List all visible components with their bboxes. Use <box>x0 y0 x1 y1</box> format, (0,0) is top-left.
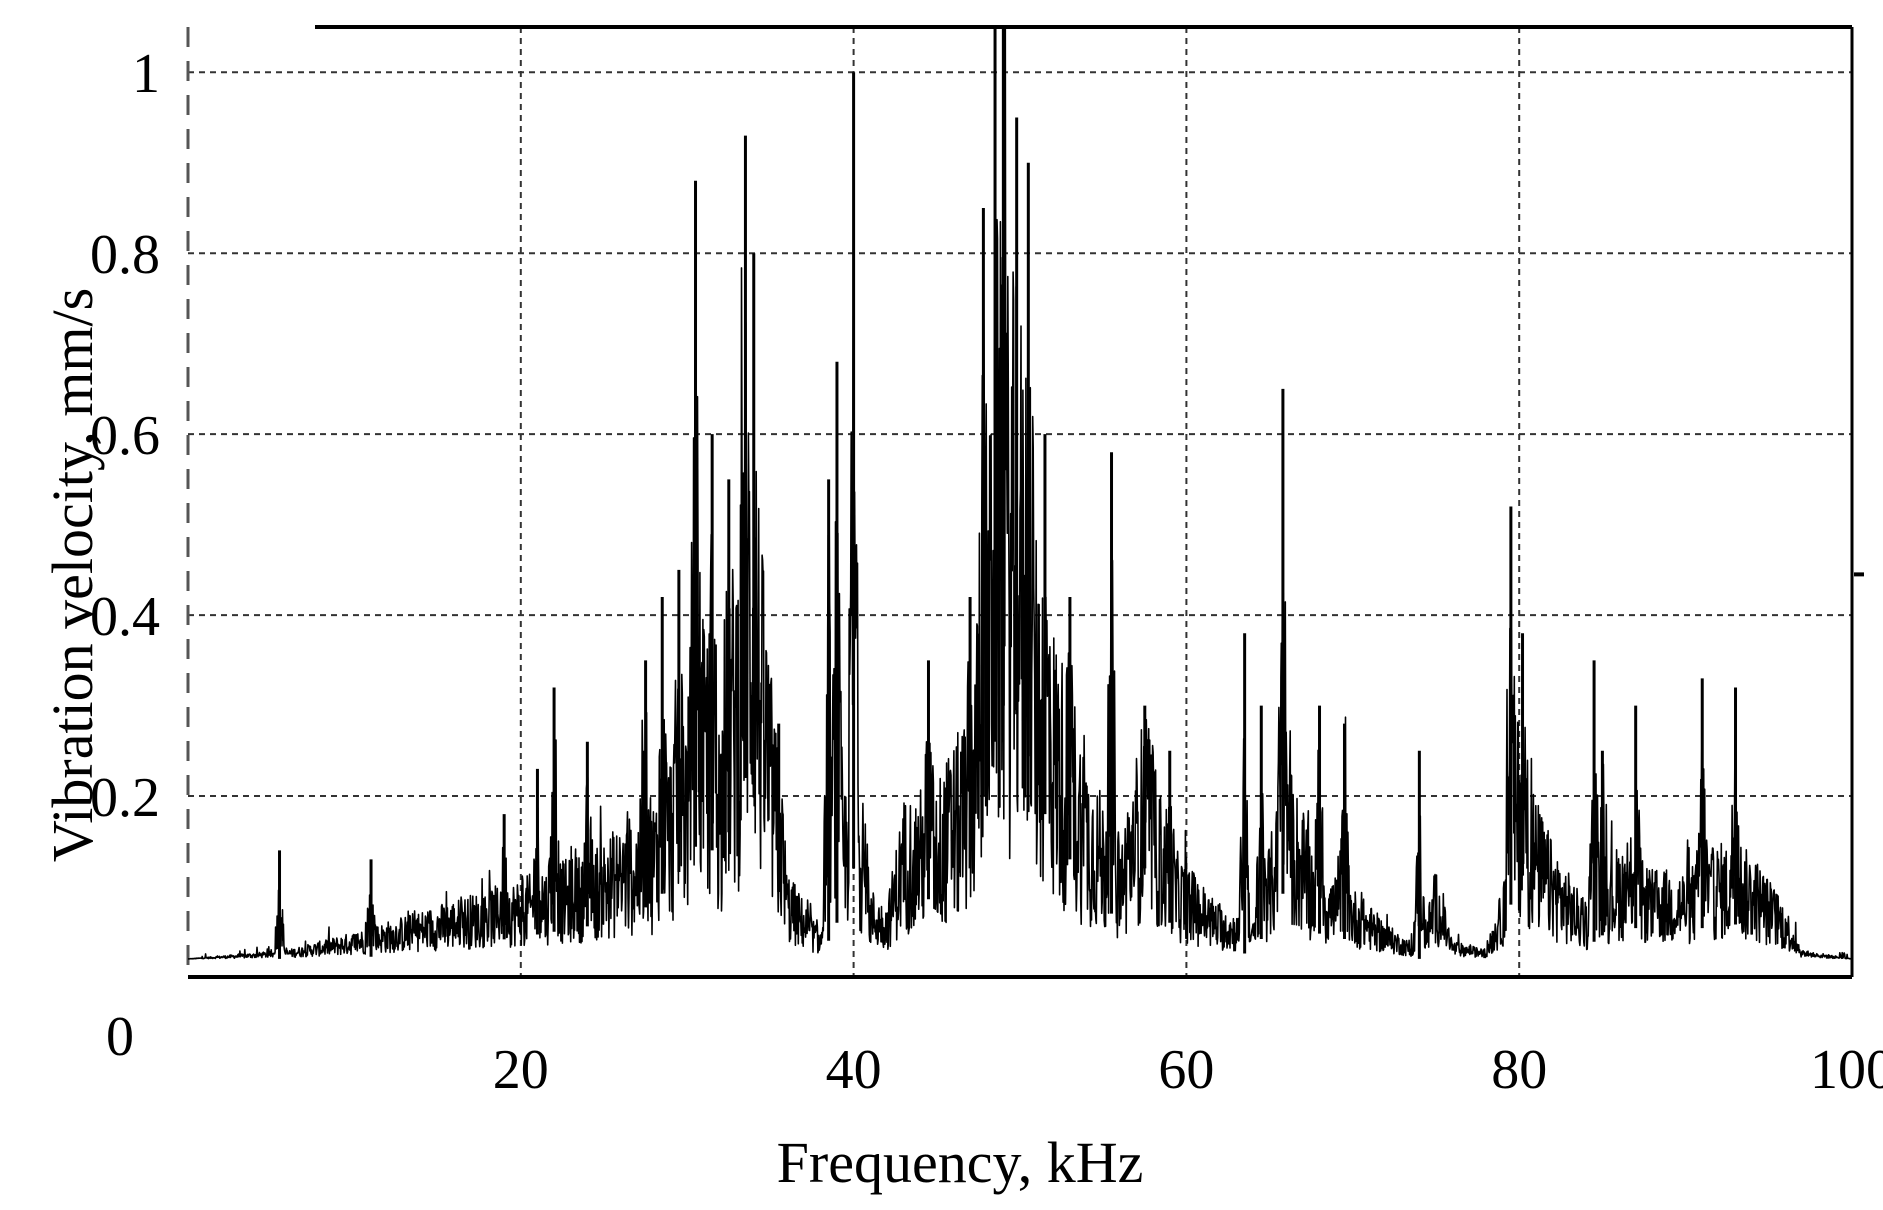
y-axis-title: Vibration velocity, mm/s <box>40 288 105 862</box>
x-tick-label-0: 20 <box>493 1039 549 1101</box>
x-tick-label-1: 40 <box>826 1039 882 1101</box>
x-tick-label-2: 60 <box>1158 1039 1214 1101</box>
origin-label: 0 <box>106 1006 134 1068</box>
x-tick-label-3: 80 <box>1491 1039 1547 1101</box>
x-tick-labels: 20 40 60 80 100 <box>493 1039 1883 1101</box>
y-tick-label-0: 0.2 <box>90 767 160 829</box>
y-tick-labels: 0.2 0.4 0.6 0.8 1 <box>90 43 160 829</box>
plot-frame <box>186 25 1864 979</box>
series-layer <box>187 26 1853 960</box>
y-tick-label-4: 1 <box>132 43 160 105</box>
y-tick-label-3: 0.8 <box>90 224 160 286</box>
y-tick-label-2: 0.6 <box>90 405 160 467</box>
x-axis-title: Frequency, kHz <box>777 1130 1144 1195</box>
y-tick-label-1: 0.4 <box>90 586 160 648</box>
x-tick-label-4: 100 <box>1810 1039 1883 1101</box>
spectrum-line <box>187 26 1853 960</box>
